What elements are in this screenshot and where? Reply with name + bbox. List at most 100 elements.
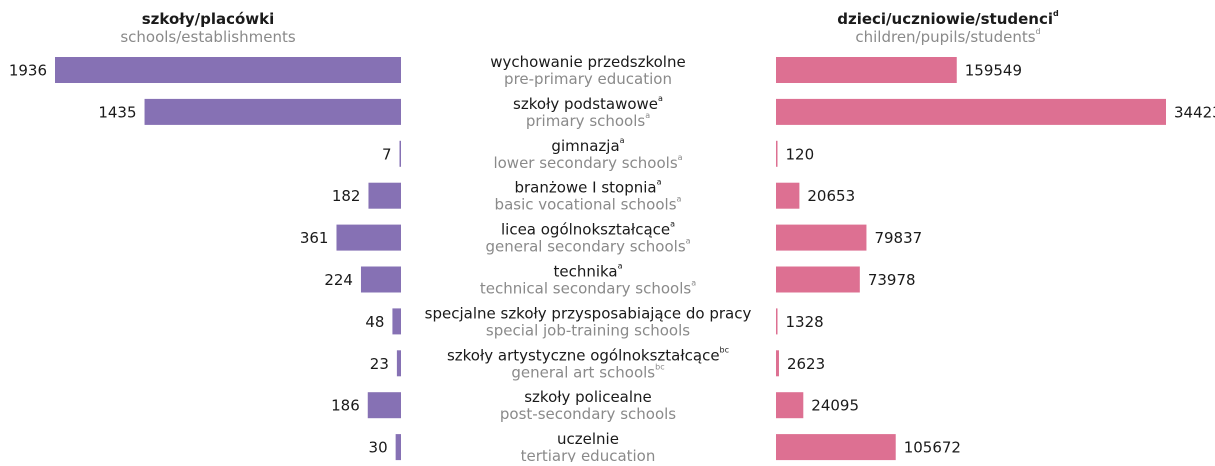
series-subtitle-text: schools/establishments <box>120 28 295 46</box>
series-title: dzieci/uczniowie/studencid <box>837 9 1059 28</box>
category-label-text: szkoły policealne <box>524 388 652 406</box>
bar <box>396 350 401 377</box>
value-label: 182 <box>332 187 361 205</box>
value-label: 120 <box>786 145 815 163</box>
value-label: 224 <box>324 271 353 289</box>
category-label-en: technical secondary schoolsa <box>480 278 696 297</box>
category-label-text: branżowe I stopnia <box>514 178 656 196</box>
category-label-en-note: a <box>691 278 696 287</box>
category-label: szkoły artystyczne ogólnokształcącebc <box>447 345 729 364</box>
category-label-text: technika <box>553 262 617 280</box>
value-label: 1328 <box>786 313 824 331</box>
category-label-text: specjalne szkoły przysposabiające do pra… <box>425 304 752 322</box>
category-label-en-text: basic vocational schools <box>495 195 677 213</box>
bar <box>395 434 401 461</box>
category-label-en-note: a <box>686 236 691 245</box>
bar <box>776 98 1166 125</box>
category-label-note: a <box>657 177 662 186</box>
bar <box>360 266 401 293</box>
value-label: 1435 <box>98 103 136 121</box>
series-title: szkoły/placówki <box>142 10 275 28</box>
category-label-en-note: bc <box>655 362 664 371</box>
category-label-note: a <box>670 219 675 228</box>
category-label-en: general art schoolsbc <box>511 362 664 381</box>
category-label: gimnazjaa <box>551 135 624 154</box>
category-label: technikaa <box>553 261 622 280</box>
category-label-text: gimnazja <box>551 136 619 154</box>
value-label: 2623 <box>787 355 825 373</box>
series-subtitle: children/pupils/studentsd <box>855 27 1040 46</box>
value-label: 1936 <box>9 62 47 80</box>
category-label-en: basic vocational schoolsa <box>495 194 682 213</box>
category-label-en: tertiary education <box>521 447 656 462</box>
category-label-en: special job-training schools <box>486 321 690 339</box>
value-label: 73978 <box>868 271 916 289</box>
category-label-en-text: post-secondary schools <box>500 405 676 423</box>
category-label-note: a <box>658 93 663 102</box>
category-label-en-text: pre-primary education <box>504 70 672 88</box>
category-label-note: bc <box>720 345 729 354</box>
category-label: wychowanie przedszkolne <box>490 53 685 71</box>
bar <box>776 434 896 461</box>
bar <box>367 392 401 419</box>
category-label-text: szkoły podstawowe <box>513 94 658 112</box>
series-subtitle-note: d <box>1036 27 1041 36</box>
bar <box>776 182 800 209</box>
bar <box>776 57 957 83</box>
category-label-en-note: a <box>677 194 682 203</box>
category-label-en: general secondary schoolsa <box>485 236 690 255</box>
value-label: 105672 <box>904 439 961 457</box>
category-label: branżowe I stopniaa <box>514 177 661 196</box>
category-label: uczelnie <box>557 430 619 448</box>
category-label: specjalne szkoły przysposabiające do pra… <box>425 304 752 322</box>
bar <box>776 140 778 167</box>
category-label-note: a <box>620 135 625 144</box>
category-label-en-text: general art schools <box>511 363 655 381</box>
value-label: 186 <box>331 397 360 415</box>
series-title-note: d <box>1053 9 1059 18</box>
category-label-en: pre-primary education <box>504 70 672 88</box>
bar <box>55 57 401 83</box>
bar <box>399 140 401 167</box>
category-label-en-text: primary schools <box>526 111 646 129</box>
category-label-text: szkoły artystyczne ogólnokształcące <box>447 346 720 364</box>
category-label-en: lower secondary schoolsa <box>493 152 682 171</box>
bar <box>144 98 402 125</box>
bar <box>776 266 860 293</box>
bar <box>776 350 779 377</box>
value-label: 24095 <box>811 397 859 415</box>
category-label-en: post-secondary schools <box>500 405 676 423</box>
category-label: szkoły podstawowea <box>513 93 663 112</box>
category-label: licea ogólnokształcącea <box>501 219 675 238</box>
series-subtitle: schools/establishments <box>120 28 295 46</box>
category-label-en-text: special job-training schools <box>486 321 690 339</box>
value-label: 48 <box>365 313 384 331</box>
bar <box>392 308 401 335</box>
value-label: 79837 <box>874 229 922 247</box>
value-label: 23 <box>370 355 389 373</box>
bar <box>336 224 401 251</box>
value-label: 7 <box>382 145 392 163</box>
category-label-en-text: technical secondary schools <box>480 279 692 297</box>
value-label: 20653 <box>807 187 855 205</box>
series-title-text: dzieci/uczniowie/studenci <box>837 10 1053 28</box>
bar <box>776 308 778 335</box>
category-label-en-text: general secondary schools <box>485 237 685 255</box>
category-label-en: primary schoolsa <box>526 110 650 129</box>
category-label-en-text: tertiary education <box>521 447 656 462</box>
value-label: 344231 <box>1174 103 1215 121</box>
series-title-text: szkoły/placówki <box>142 10 275 28</box>
category-label-en-text: lower secondary schools <box>493 153 677 171</box>
category-label: szkoły policealne <box>524 388 652 406</box>
bar <box>368 182 401 209</box>
category-label-text: wychowanie przedszkolne <box>490 53 685 71</box>
category-label-en-note: a <box>678 152 683 161</box>
category-label-en-note: a <box>645 110 650 119</box>
value-label: 30 <box>369 439 388 457</box>
value-label: 361 <box>300 229 329 247</box>
category-label-text: licea ogólnokształcące <box>501 220 670 238</box>
value-label: 159549 <box>965 62 1022 80</box>
category-label-text: uczelnie <box>557 430 619 448</box>
series-subtitle-text: children/pupils/students <box>855 28 1035 46</box>
bar <box>776 224 867 251</box>
